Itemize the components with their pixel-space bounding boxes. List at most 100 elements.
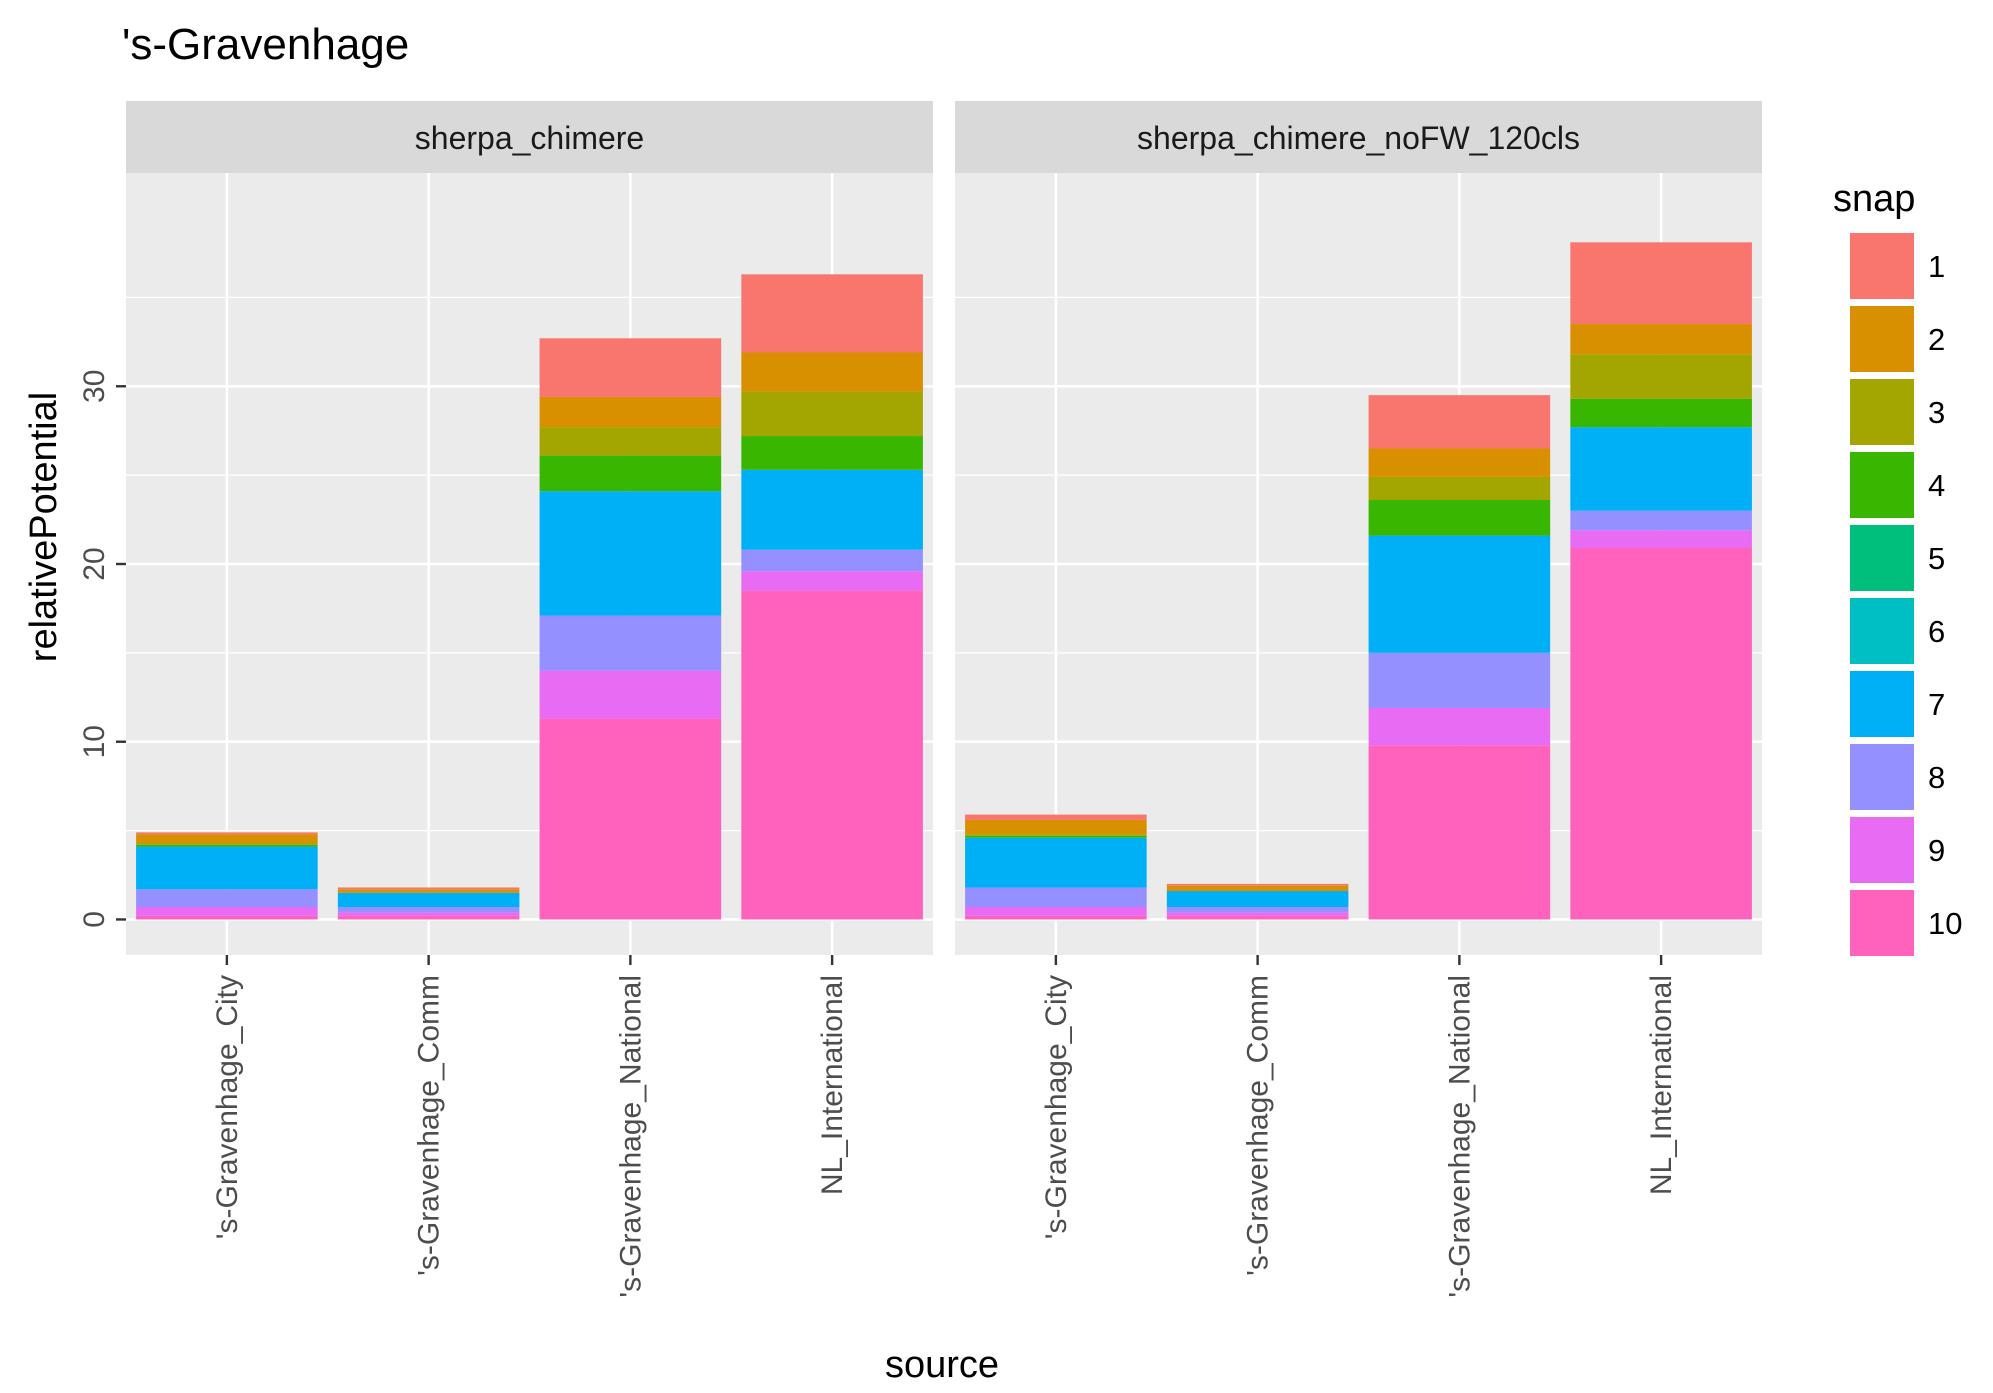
bar-segment-snap-8 [741, 549, 923, 572]
bar-segment-snap-7 [1570, 427, 1752, 511]
bar-segment-snap-1 [1368, 395, 1551, 449]
bar-segment-snap-10 [1368, 745, 1551, 920]
bar-segment-snap-2 [337, 889, 520, 893]
legend-label: 4 [1928, 468, 1945, 503]
bar-segment-snap-8 [1368, 652, 1551, 708]
bar-segment-snap-9 [1166, 912, 1349, 916]
bar-segment-snap-10 [337, 915, 520, 920]
bar-segment-snap-2 [1368, 448, 1551, 477]
bar-segment-snap-10 [965, 915, 1147, 920]
legend-key-1 [1850, 233, 1914, 299]
legend-key-7 [1850, 671, 1914, 737]
bars [965, 242, 1752, 920]
x-tick-label: NL_International [1645, 975, 1678, 1195]
bar-segment-snap-9 [965, 907, 1147, 916]
bar-segment-snap-10 [539, 718, 722, 920]
x-tick-label: 's-Gravenhage_National [614, 975, 647, 1298]
legend-key-2 [1850, 306, 1914, 372]
bar-segment-snap-7 [1166, 891, 1349, 908]
bar-segment-snap-8 [965, 887, 1147, 908]
bar-segment-snap-2 [539, 396, 722, 428]
legend-key-5 [1850, 525, 1914, 591]
x-tick-label: 's-Gravenhage_Comm [413, 975, 446, 1276]
y-axis-label: relativePotential [23, 392, 65, 662]
legend: snap 1 2 3 4 5 6 7 8 9 10 [1833, 178, 1962, 956]
legend-label: 8 [1928, 760, 1945, 795]
facet-strip-label: sherpa_chimere [415, 120, 644, 156]
panel-1: sherpa_chimere 's-Gravenhage_City 's-Grave… [126, 101, 933, 1298]
chart-title: 's-Gravenhage [122, 20, 409, 69]
legend-key-3 [1850, 379, 1914, 445]
legend-label: 3 [1928, 395, 1945, 430]
bar-segment-snap-3 [965, 834, 1147, 836]
bar-segment-snap-10 [1166, 915, 1349, 920]
legend-key-9 [1850, 817, 1914, 883]
bar-segment-snap-9 [539, 670, 722, 719]
bar-segment-snap-3 [136, 843, 318, 845]
bar-segment-snap-8 [136, 889, 318, 908]
bar-segment-snap-4 [965, 835, 1147, 838]
x-tick-label: 's-Gravenhage_City [1040, 975, 1073, 1239]
bar-segment-snap-9 [741, 571, 923, 591]
legend-label: 10 [1928, 906, 1962, 941]
bar-segment-snap-3 [741, 391, 923, 437]
facet-strip-label: sherpa_chimere_noFW_120cls [1137, 120, 1580, 156]
bar-segment-snap-1 [337, 887, 520, 890]
panels-layer: sherpa_chimere 's-Gravenhage_City 's-Grave… [126, 101, 1762, 1298]
facet-strip-background [126, 101, 933, 173]
legend-title: snap [1833, 178, 1915, 220]
bar-segment-snap-4 [741, 436, 923, 470]
y-axis: 0 10 20 30 [78, 370, 126, 928]
x-axis-label: source [885, 1344, 999, 1386]
y-tick-label: 30 [78, 370, 111, 403]
bar-segment-snap-8 [337, 907, 520, 913]
legend-key-4 [1850, 452, 1914, 518]
bar-segment-snap-9 [1368, 707, 1551, 746]
bar-segment-snap-4 [1570, 398, 1752, 428]
y-tick-label: 0 [78, 911, 111, 928]
bar-segment-snap-4 [1368, 500, 1551, 536]
x-tick-label: 's-Gravenhage_Comm [1242, 975, 1275, 1276]
bar-segment-snap-7 [965, 837, 1147, 888]
bar-segment-snap-1 [539, 338, 722, 397]
legend-label: 5 [1928, 541, 1945, 576]
bar-segment-snap-9 [136, 907, 318, 916]
bar-segment-snap-2 [741, 352, 923, 392]
legend-label: 6 [1928, 614, 1945, 649]
x-tick-label: NL_International [816, 975, 849, 1195]
facet-strip-background [955, 101, 1762, 173]
bar-segment-snap-4 [136, 844, 318, 847]
bar-segment-snap-1 [136, 832, 318, 835]
bar-segment-snap-2 [965, 819, 1147, 835]
bar-segment-snap-8 [1570, 510, 1752, 531]
bar-segment-snap-3 [1368, 476, 1551, 501]
bar-segment-snap-10 [741, 590, 923, 920]
bar-segment-snap-1 [1570, 242, 1752, 325]
bar-segment-snap-7 [136, 846, 318, 890]
bar-segment-snap-9 [1570, 530, 1752, 549]
legend-key-8 [1850, 744, 1914, 810]
bar-segment-snap-10 [1570, 548, 1752, 920]
x-tick-label: 's-Gravenhage_City [211, 975, 244, 1239]
bar-segment-snap-9 [337, 912, 520, 916]
bar-segment-snap-1 [1166, 883, 1349, 886]
bar-segment-snap-3 [539, 427, 722, 456]
y-tick-label: 20 [78, 547, 111, 580]
bar-segment-snap-8 [1166, 907, 1349, 913]
bar-segment-snap-8 [539, 615, 722, 671]
legend-key-10 [1850, 890, 1914, 956]
panel-2: sherpa_chimere_noFW_120cls 's-Gravenhage_… [955, 101, 1762, 1298]
bar-segment-snap-4 [539, 455, 722, 492]
legend-label: 7 [1928, 687, 1945, 722]
legend-label: 1 [1928, 249, 1945, 284]
x-tick-label: 's-Gravenhage_National [1443, 975, 1476, 1298]
bar-segment-snap-2 [136, 834, 318, 844]
legend-label: 2 [1928, 322, 1945, 357]
bar-segment-snap-7 [1368, 535, 1551, 653]
bar-segment-snap-2 [1570, 324, 1752, 355]
bar-segment-snap-2 [1166, 885, 1349, 892]
bar-segment-snap-3 [1570, 354, 1752, 399]
bar-segment-snap-7 [337, 892, 520, 908]
